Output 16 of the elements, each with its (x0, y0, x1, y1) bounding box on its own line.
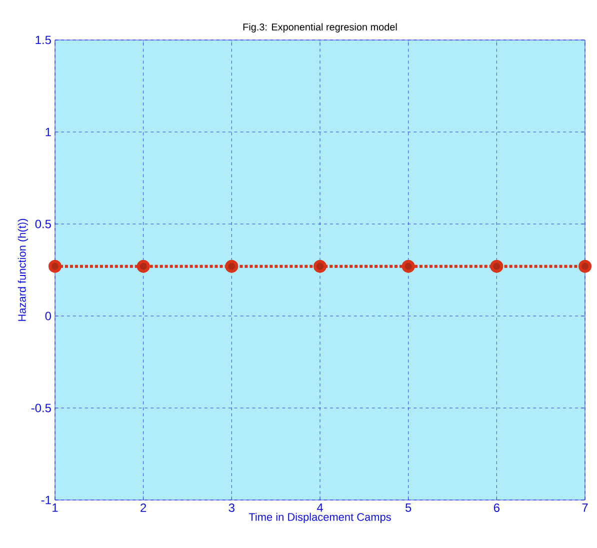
y-axis-title: Hazard function (h(t)) (18, 218, 28, 321)
x-tick-label: 2 (140, 504, 146, 512)
x-tick-label: 1 (52, 504, 58, 512)
y-tick-label: 1.5 (36, 36, 51, 44)
x-axis-title: Time in Displacement Camps (248, 512, 391, 524)
chart-title: Fig.3: Exponential regresion model (243, 23, 397, 32)
x-tick-label: 6 (494, 504, 500, 512)
x-tick-label: 7 (582, 504, 588, 512)
x-tick-label: 5 (405, 504, 412, 512)
x-tick-label: 3 (228, 504, 234, 512)
y-tick-label: 0 (45, 312, 52, 320)
y-tick-label: -0.5 (31, 404, 51, 412)
y-tick-label: 1 (46, 128, 51, 136)
y-tick-label: 0.5 (35, 220, 51, 228)
y-tick-label: -1 (41, 496, 51, 504)
x-tick-label: 4 (316, 504, 323, 512)
